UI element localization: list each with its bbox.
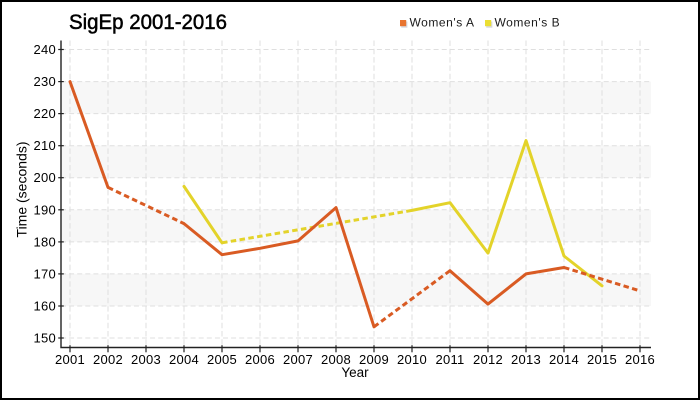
svg-text:220: 220 xyxy=(34,106,56,121)
svg-text:160: 160 xyxy=(34,299,56,314)
svg-text:2007: 2007 xyxy=(283,352,313,367)
svg-text:2008: 2008 xyxy=(321,352,351,367)
svg-text:2002: 2002 xyxy=(93,352,123,367)
svg-text:2010: 2010 xyxy=(397,352,427,367)
svg-text:2009: 2009 xyxy=(359,352,389,367)
svg-text:Time (seconds): Time (seconds) xyxy=(14,142,30,238)
svg-text:190: 190 xyxy=(34,202,56,217)
svg-text:2014: 2014 xyxy=(549,352,579,367)
svg-text:2003: 2003 xyxy=(131,352,161,367)
svg-text:170: 170 xyxy=(34,266,56,281)
svg-text:2016: 2016 xyxy=(625,352,655,367)
svg-text:200: 200 xyxy=(34,170,56,185)
svg-text:2004: 2004 xyxy=(169,352,199,367)
svg-text:2011: 2011 xyxy=(436,352,465,367)
svg-text:230: 230 xyxy=(34,74,56,89)
svg-text:2006: 2006 xyxy=(245,352,275,367)
svg-text:SigEp 2001-2016: SigEp 2001-2016 xyxy=(69,11,227,34)
svg-text:210: 210 xyxy=(34,138,56,153)
svg-text:240: 240 xyxy=(34,42,56,57)
svg-text:2015: 2015 xyxy=(587,352,617,367)
svg-text:Women's A: Women's A xyxy=(410,16,475,30)
svg-text:Year: Year xyxy=(341,365,369,380)
svg-text:2013: 2013 xyxy=(511,352,541,367)
svg-text:2012: 2012 xyxy=(473,352,503,367)
svg-text:2005: 2005 xyxy=(207,352,237,367)
svg-text:Women's B: Women's B xyxy=(495,16,561,30)
svg-text:2001: 2001 xyxy=(55,352,85,367)
svg-text:180: 180 xyxy=(34,234,56,249)
svg-text:150: 150 xyxy=(34,331,56,346)
